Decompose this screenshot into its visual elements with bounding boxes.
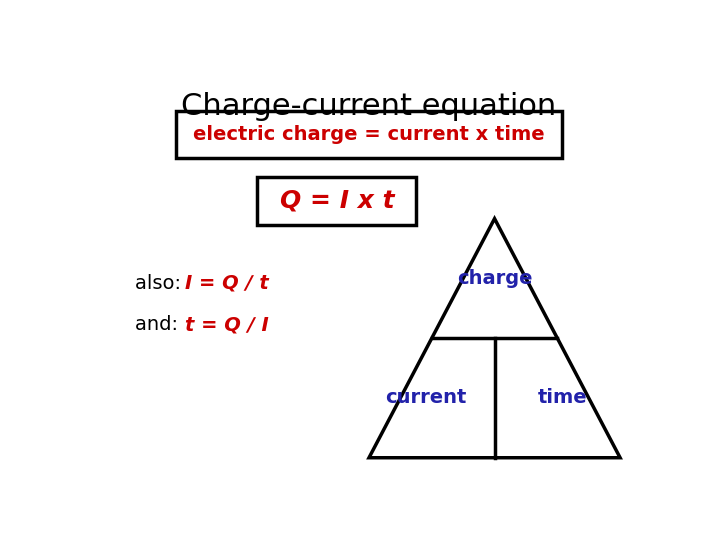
- Text: t = Q ∕ I: t = Q ∕ I: [185, 315, 269, 334]
- Text: time: time: [538, 388, 588, 408]
- Text: current: current: [385, 388, 467, 408]
- Polygon shape: [369, 219, 620, 458]
- Text: electric charge = current x time: electric charge = current x time: [193, 125, 545, 144]
- Text: and:: and:: [135, 315, 184, 334]
- Bar: [258, 177, 416, 225]
- Bar: [176, 111, 562, 158]
- Text: also:: also:: [135, 274, 187, 293]
- Text: Q = I x t: Q = I x t: [279, 189, 395, 213]
- Text: Charge-current equation: Charge-current equation: [181, 92, 557, 121]
- Text: charge: charge: [456, 269, 532, 288]
- Text: I = Q ∕ t: I = Q ∕ t: [185, 274, 269, 293]
